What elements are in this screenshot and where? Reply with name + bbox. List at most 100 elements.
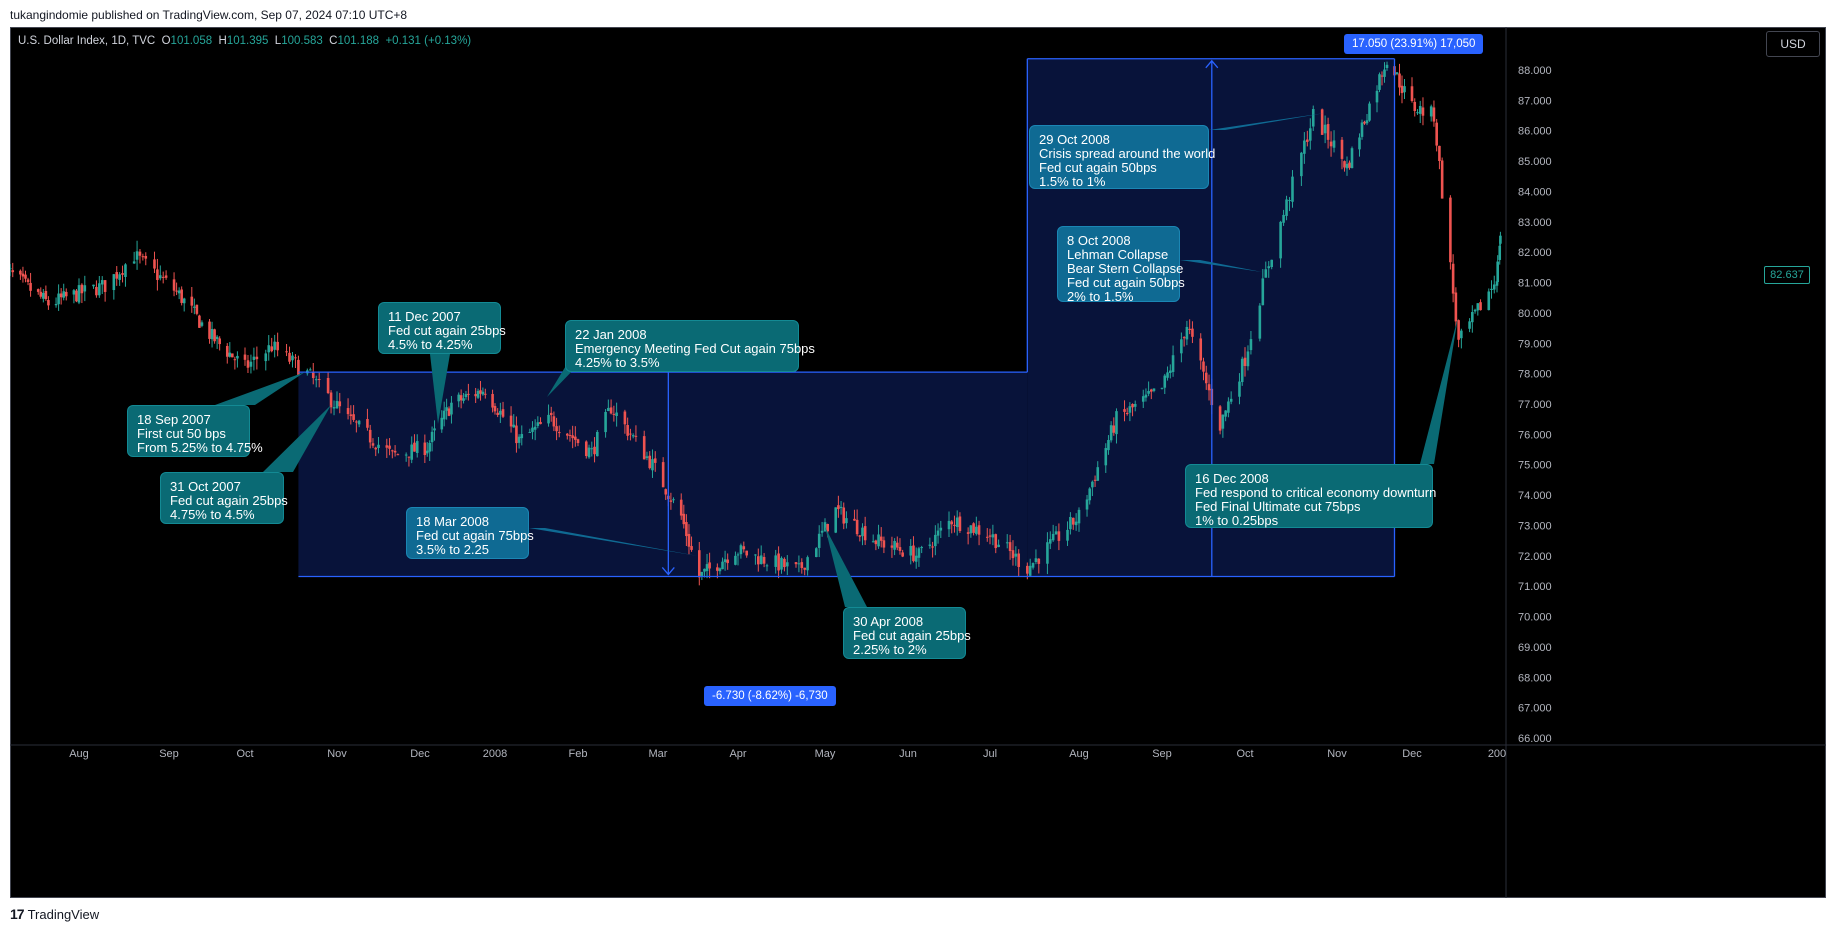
x-tick-label: 2008	[483, 748, 507, 760]
candle	[1451, 254, 1455, 303]
candle	[64, 288, 68, 301]
x-tick-label: May	[815, 748, 836, 760]
candle	[626, 417, 629, 441]
candle	[285, 344, 288, 357]
candle	[1454, 287, 1458, 328]
candle	[115, 266, 119, 286]
annotation-a7[interactable]: 8 Oct 2008 Lehman Collapse Bear Stern Coll…	[1057, 226, 1185, 304]
annotation-a9[interactable]: 16 Dec 2008 Fed respond to critical econo…	[1185, 464, 1436, 528]
measure-label-rally[interactable]: 17.050 (23.91%) 17,050	[1344, 34, 1484, 54]
x-tick-label: Mar	[649, 748, 668, 760]
candle	[1383, 62, 1386, 83]
candle	[1345, 156, 1349, 176]
candle	[1109, 421, 1113, 443]
currency-button[interactable]: USD	[1766, 31, 1820, 57]
candle	[1282, 209, 1285, 226]
candle	[92, 284, 95, 289]
candle	[75, 288, 78, 303]
candle	[218, 336, 221, 351]
candle	[249, 354, 253, 374]
candle	[969, 524, 973, 538]
candle	[1249, 330, 1253, 355]
candle	[977, 520, 981, 546]
x-tick-label: Dec	[410, 748, 430, 760]
candle	[552, 411, 556, 432]
candle	[1180, 332, 1183, 363]
candle	[1258, 303, 1262, 342]
candle	[484, 388, 487, 399]
y-tick-label: 78.000	[1518, 369, 1552, 381]
candle	[1188, 319, 1191, 335]
candle	[820, 521, 824, 537]
candle	[797, 555, 801, 573]
measure-label-decline[interactable]: -6.730 (-8.62%) -6,730	[704, 686, 836, 706]
candle	[103, 280, 107, 302]
candle	[690, 536, 693, 552]
annotation-line: 22 Jan 2008	[575, 327, 647, 342]
price-chart[interactable]: 88.000 87.000 86.000 85.000 84.000 83.000 82.0…	[10, 27, 1826, 898]
annotation-a6[interactable]: 30 Apr 2008 Fed cut again 25bps 2.25% to 2…	[843, 607, 971, 659]
candle	[642, 430, 646, 460]
annotation-line: Fed cut again 25bps	[853, 628, 971, 643]
candle	[739, 543, 743, 559]
candle	[1375, 85, 1379, 113]
candle	[368, 424, 372, 449]
candle	[1368, 101, 1371, 122]
candle	[39, 287, 43, 299]
y-tick-label: 73.000	[1518, 520, 1552, 532]
annotation-a2[interactable]: 31 Oct 2007 Fed cut again 25bps 4.75% to 4…	[160, 472, 288, 524]
annotation-a8[interactable]: 29 Oct 2008 Crisis spread around the worl…	[1029, 125, 1215, 189]
annotation-a1[interactable]: 18 Sep 2007 First cut 50 bps From 5.25% to…	[127, 405, 263, 457]
candle	[144, 252, 148, 266]
candle	[648, 451, 652, 470]
candle	[1418, 100, 1422, 124]
candle	[1046, 532, 1049, 575]
candle	[780, 556, 783, 574]
candle	[679, 493, 683, 520]
candle	[377, 437, 380, 454]
candle	[757, 548, 760, 572]
annotation-a5[interactable]: 18 Mar 2008 Fed cut again 75bps 3.5% to 2.…	[406, 507, 534, 559]
candle	[1048, 531, 1052, 550]
candle	[975, 516, 978, 536]
candle	[774, 549, 777, 574]
candle	[539, 417, 542, 425]
candle	[77, 278, 81, 305]
annotation-line: 30 Apr 2008	[853, 614, 924, 629]
candle	[62, 283, 66, 301]
candle	[228, 342, 232, 358]
legend-open: 101.058	[170, 35, 213, 47]
candle	[291, 351, 294, 368]
candle	[479, 380, 482, 401]
candle	[515, 416, 518, 453]
annotation-line: Fed cut again 50bps	[1039, 160, 1157, 175]
annotation-pointer	[825, 527, 867, 607]
candle	[1123, 400, 1126, 422]
candle	[871, 534, 875, 543]
candle	[1107, 435, 1110, 455]
candle	[1202, 357, 1205, 381]
footer-brand[interactable]: 17 TradingView	[10, 906, 99, 922]
candle	[121, 265, 124, 283]
annotation-line: 11 Dec 2007	[388, 309, 461, 324]
candle	[765, 563, 769, 572]
candle	[893, 538, 896, 556]
candle	[879, 527, 883, 548]
candle	[255, 346, 259, 370]
candle	[11, 262, 15, 278]
x-tick-label: Nov	[327, 748, 347, 760]
candle	[1340, 136, 1344, 170]
candle	[428, 440, 431, 461]
candle	[317, 372, 321, 388]
y-tick-label: 84.000	[1518, 186, 1552, 198]
y-tick-label: 69.000	[1518, 642, 1552, 654]
annotation-a3[interactable]: 11 Dec 2007 Fed cut again 25bps 4.5% to 4.…	[378, 302, 506, 354]
candle	[141, 253, 145, 261]
annotation-a4[interactable]: 22 Jan 2008 Emergency Meeting Fed Cut aga…	[565, 320, 815, 372]
candle	[1308, 118, 1312, 150]
annotation-line: 18 Sep 2007	[137, 412, 211, 427]
candle	[288, 346, 291, 365]
candle	[509, 406, 513, 433]
candle	[966, 527, 970, 545]
candle	[708, 552, 711, 579]
